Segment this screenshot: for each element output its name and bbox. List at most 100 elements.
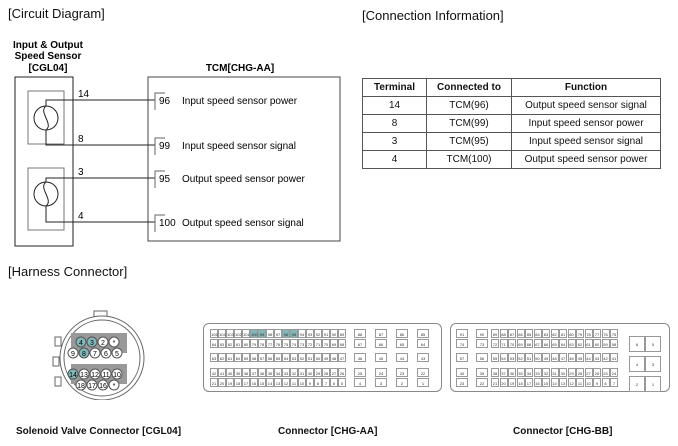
- chg-bb-caption: Connector [CHG-BB]: [513, 426, 613, 437]
- tcm-function: Output speed sensor signal: [182, 218, 304, 229]
- pin-2: [97, 336, 109, 348]
- pin-30: 30: [559, 368, 567, 377]
- cgl04-connector: 4 3 2 * 9 8 7 6 5 14 13 12 11 10 18 17 16 *: [52, 310, 145, 400]
- pin-16: [97, 379, 109, 391]
- pin-53: 53: [290, 353, 298, 362]
- pin-97: 97: [274, 329, 282, 338]
- pin-label: 3: [90, 340, 94, 347]
- pin-26: 26: [338, 368, 346, 377]
- pin-48: 48: [330, 353, 338, 362]
- pin-101: 101: [242, 329, 250, 338]
- pin-34: 34: [274, 368, 282, 377]
- pin-39: 39: [234, 368, 242, 377]
- wire-pin: 4: [78, 211, 84, 222]
- pin-88: 88: [354, 329, 366, 338]
- pin-81: 81: [559, 329, 567, 338]
- table-cell: 3: [362, 132, 427, 151]
- pin-3: [86, 336, 98, 348]
- pin-23: 23: [396, 368, 408, 377]
- table-row: 8 TCM(99) Input speed sensor power: [362, 114, 661, 133]
- pin-44: 44: [584, 353, 593, 362]
- pin-18: 18: [516, 378, 525, 387]
- pin-14: 14: [266, 378, 274, 387]
- pin-18: [75, 379, 87, 391]
- pin-87: 87: [375, 329, 387, 338]
- pin-59: 59: [601, 339, 610, 348]
- table-cell: 4: [362, 150, 427, 169]
- pin-label: 13: [80, 372, 88, 379]
- table-cell: TCM(99): [426, 114, 512, 133]
- pin-98: 98: [266, 329, 274, 338]
- pin-5: 5: [338, 378, 346, 387]
- pin-38: 38: [491, 368, 499, 377]
- pin-62: 62: [576, 339, 584, 348]
- circuit-diagram-title: [Circuit Diagram]: [8, 6, 105, 21]
- pin-55: 55: [491, 353, 499, 362]
- tcm-function: Input speed sensor power: [182, 96, 298, 107]
- pin-41: 41: [218, 368, 226, 377]
- pin-25: 25: [354, 368, 366, 377]
- pin-40: 40: [226, 368, 234, 377]
- pin-9: 9: [306, 378, 314, 387]
- table-cell: TCM(95): [426, 132, 512, 151]
- pin-15: 15: [258, 378, 266, 387]
- pin-87: 87: [508, 329, 516, 338]
- pin-41: 41: [610, 353, 618, 362]
- pin-label: 16: [99, 383, 107, 390]
- pin-label: 10: [113, 372, 121, 379]
- pin-15: 15: [542, 378, 550, 387]
- pin-86: 86: [396, 329, 408, 338]
- pin-76: 76: [601, 329, 610, 338]
- tcm-label: TCM[CHG-AA]: [206, 63, 274, 74]
- tcm-pin: 96: [159, 96, 171, 107]
- pin-9: [67, 347, 79, 359]
- pin-23: 23: [456, 378, 468, 387]
- pin-83: 83: [218, 339, 226, 348]
- circuit-diagram: Input & Output Speed Sensor [CGL04] TCM[…: [13, 40, 341, 247]
- chg-bb-connector: 91 90 89 88 87 86 85 84 83 82 81 80 79 78 77 76 75 74 73 72…: [450, 323, 670, 392]
- pin-84: 84: [210, 339, 218, 348]
- pin-24: 24: [375, 368, 387, 377]
- pin-57: 57: [258, 353, 266, 362]
- pin-39: 39: [476, 368, 488, 377]
- pin-48: 48: [550, 353, 559, 362]
- pin-84: 84: [533, 329, 542, 338]
- pin-36: 36: [508, 368, 516, 377]
- pin-*: [108, 336, 120, 348]
- pin-67: 67: [354, 339, 366, 348]
- pin-64: 64: [559, 339, 567, 348]
- pin-102: 102: [234, 329, 242, 338]
- pin-10: 10: [584, 378, 593, 387]
- pin-11: [100, 368, 112, 380]
- pin-82: 82: [226, 339, 234, 348]
- table-cell: TCM(100): [426, 150, 512, 169]
- pin-30: 30: [306, 368, 314, 377]
- table-cell: TCM(96): [426, 96, 512, 115]
- pin-17: [86, 379, 98, 391]
- pin-56: 56: [476, 353, 488, 362]
- table-cell: Input speed sensor power: [511, 114, 661, 133]
- pin-34: 34: [525, 368, 533, 377]
- pin-90: 90: [476, 329, 488, 338]
- pin-1: 1: [645, 376, 661, 392]
- pin-38: 38: [242, 368, 250, 377]
- pin-24: 24: [610, 368, 618, 377]
- pin-52: 52: [298, 353, 306, 362]
- pin-7: 7: [322, 378, 330, 387]
- tcm-pin: 99: [159, 141, 171, 152]
- pin-25: 25: [601, 368, 610, 377]
- pin-13: [78, 368, 90, 380]
- table-row: 4 TCM(100) Output speed sensor power: [362, 150, 661, 169]
- pin-47: 47: [559, 353, 567, 362]
- wire-pin: 14: [78, 89, 90, 100]
- pin-36: 36: [258, 368, 266, 377]
- pin-59: 59: [242, 353, 250, 362]
- pin-10: 10: [298, 378, 306, 387]
- pin-70: 70: [508, 339, 516, 348]
- pin-4: 4: [629, 356, 645, 372]
- pin-7: [89, 347, 101, 359]
- pin-33: 33: [533, 368, 542, 377]
- pin-49: 49: [322, 353, 330, 362]
- pin-99: 99: [258, 329, 266, 338]
- pin-14: [67, 368, 79, 380]
